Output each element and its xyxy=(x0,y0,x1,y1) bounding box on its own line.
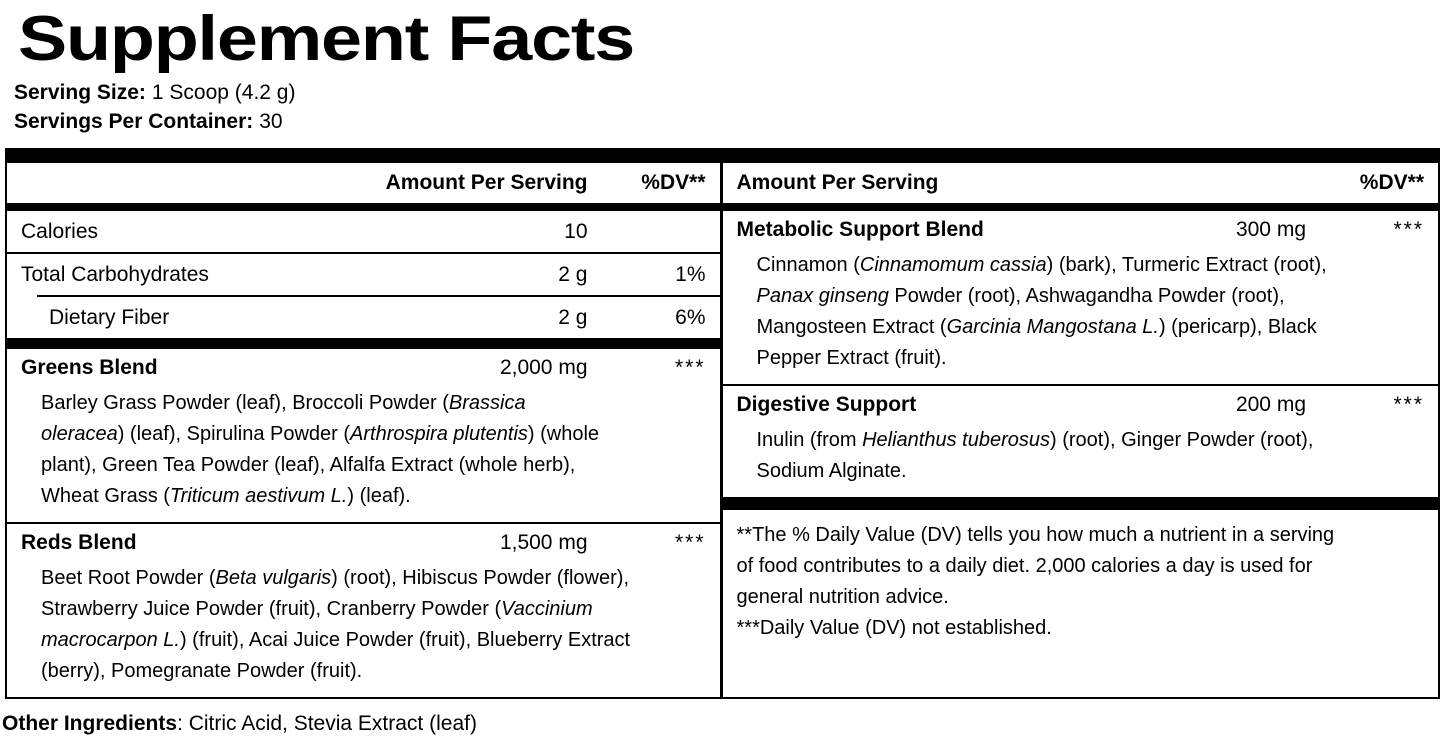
blend-name: Metabolic Support Blend xyxy=(736,218,984,241)
column-headers-row: Amount Per Serving %DV** Amount Per Serv… xyxy=(7,163,1438,203)
nutrient-row-total-carbohydrates: Total Carbohydrates 2 g 1% xyxy=(7,254,720,295)
ingredient-line: Mangosteen Extract (Garcinia Mangostana … xyxy=(756,316,1317,338)
footnote-line: of food contributes to a daily diet. 2,0… xyxy=(736,555,1313,577)
blend-name: Greens Blend xyxy=(21,356,158,379)
ingredient-line: Panax ginseng Powder (root), Ashwagandha… xyxy=(756,285,1285,307)
nutrient-name: Calories xyxy=(21,219,99,243)
blend-reds-blend: Reds Blend 1,500 mg *** Beet Root Powder (B… xyxy=(7,524,720,697)
ingredient-line: Beet Root Powder (Beta vulgaris) (root),… xyxy=(41,567,629,589)
blend-dv-stars: *** xyxy=(1393,218,1424,241)
blend-amount: 300 mg xyxy=(1235,218,1306,241)
blend-heading-row: Metabolic Support Blend 300 mg *** xyxy=(723,211,1439,249)
ingredient-line: macrocarpon L.) (fruit), Acai Juice Powd… xyxy=(41,629,631,651)
right-dv-header: %DV** xyxy=(1359,171,1424,194)
blend-name: Digestive Support xyxy=(736,393,917,416)
nutrients-section: Calories 10 Total Carbohydrates 2 g 1% Dietar… xyxy=(7,211,720,338)
section-divider-bar xyxy=(7,338,720,349)
nutrient-row-dietary-fiber: Dietary Fiber 2 g 6% xyxy=(7,297,720,338)
supplement-facts-title: Supplement Facts xyxy=(18,4,635,74)
blend-heading-row: Digestive Support 200 mg *** xyxy=(723,386,1439,424)
left-blends-section: Greens Blend 2,000 mg *** Barley Grass Powd… xyxy=(7,338,720,697)
ingredient-line: Pepper Extract (fruit). xyxy=(756,347,947,369)
nutrient-row-calories: Calories 10 xyxy=(7,211,720,252)
ingredient-line: oleracea) (leaf), Spirulina Powder (Arth… xyxy=(41,423,600,445)
ingredient-line: Inulin (from Helianthus tuberosus) (root… xyxy=(756,429,1314,451)
servings-per-container-label: Servings Per Container: xyxy=(14,110,254,133)
left-dv-header: %DV** xyxy=(641,171,706,194)
serving-size-value: 1 Scoop (4.2 g) xyxy=(151,81,296,104)
blend-dv-stars: *** xyxy=(1393,393,1424,416)
blend-amount: 2,000 mg xyxy=(499,356,588,379)
ingredient-line: Cinnamon (Cinnamomum cassia) (bark), Tur… xyxy=(756,254,1327,276)
blend-ingredients: Barley Grass Powder (leaf), Broccoli Pow… xyxy=(7,387,720,522)
nutrient-name: Dietary Fiber xyxy=(49,305,170,329)
footnote-daily-value: **The % Daily Value (DV) tells you how m… xyxy=(737,520,1425,613)
footnote-line: ***Daily Value (DV) not established. xyxy=(736,617,1052,639)
other-ingredients-label: Other Ingredients xyxy=(2,712,178,735)
row-separator xyxy=(37,295,720,297)
left-facts-column: Calories 10 Total Carbohydrates 2 g 1% Dietar… xyxy=(7,211,723,697)
servings-per-container-value: 30 xyxy=(259,110,283,133)
blend-metabolic-support-blend: Metabolic Support Blend 300 mg *** Cinnamon… xyxy=(723,211,1439,384)
blend-greens-blend: Greens Blend 2,000 mg *** Barley Grass Powd… xyxy=(7,349,720,522)
servings-per-container-line: Servings Per Container: 30 xyxy=(14,107,1445,136)
nutrient-dv: 6% xyxy=(675,305,706,329)
supplement-facts-panel: Amount Per Serving %DV** Amount Per Serv… xyxy=(5,148,1440,699)
blend-ingredients: Cinnamon (Cinnamomum cassia) (bark), Tur… xyxy=(723,249,1439,384)
blend-dv-stars: *** xyxy=(674,356,706,379)
ingredient-line: (berry), Pomegranate Powder (fruit). xyxy=(41,660,363,682)
nutrient-name: Total Carbohydrates xyxy=(21,262,209,286)
left-column-header: Amount Per Serving %DV** xyxy=(7,163,723,203)
footnote-not-established: ***Daily Value (DV) not established. xyxy=(737,613,1425,644)
label-header: Supplement Facts Serving Size: 1 Scoop (4… xyxy=(0,0,1445,136)
facts-columns: Calories 10 Total Carbohydrates 2 g 1% Dietar… xyxy=(7,211,1438,697)
blend-amount: 1,500 mg xyxy=(499,531,588,554)
nutrient-amount: 2 g xyxy=(558,305,588,329)
blend-ingredients: Inulin (from Helianthus tuberosus) (root… xyxy=(723,424,1439,497)
nutrient-amount: 2 g xyxy=(558,262,588,286)
ingredient-line: Sodium Alginate. xyxy=(756,460,907,482)
header-divider-bar xyxy=(7,203,1438,211)
ingredient-line: plant), Green Tea Powder (leaf), Alfalfa… xyxy=(41,454,576,476)
ingredient-line: Strawberry Juice Powder (fruit), Cranber… xyxy=(41,598,593,620)
blend-heading-row: Greens Blend 2,000 mg *** xyxy=(7,349,720,387)
other-ingredients-value: : Citric Acid, Stevia Extract (leaf) xyxy=(177,712,477,735)
nutrient-amount: 10 xyxy=(564,219,588,243)
right-amount-per-serving-header: Amount Per Serving xyxy=(736,171,939,194)
right-blends-section: Metabolic Support Blend 300 mg *** Cinnamon… xyxy=(722,211,1439,510)
row-separator xyxy=(7,522,720,524)
other-ingredients-line: Other Ingredients: Citric Acid, Stevia E… xyxy=(0,699,1445,739)
serving-size-label: Serving Size: xyxy=(14,81,146,104)
blend-ingredients: Beet Root Powder (Beta vulgaris) (root),… xyxy=(7,562,720,697)
top-divider-bar xyxy=(7,150,1438,163)
row-separator xyxy=(7,252,720,254)
ingredient-line: Barley Grass Powder (leaf), Broccoli Pow… xyxy=(41,392,526,414)
left-amount-per-serving-header: Amount Per Serving xyxy=(385,171,588,194)
blend-amount: 200 mg xyxy=(1235,393,1306,416)
footnotes-section: **The % Daily Value (DV) tells you how m… xyxy=(723,510,1439,652)
blend-dv-stars: *** xyxy=(674,531,706,554)
blend-digestive-support: Digestive Support 200 mg *** Inulin (from H… xyxy=(723,386,1439,497)
ingredient-line: Wheat Grass (Triticum aestivum L.) (leaf… xyxy=(41,485,411,507)
serving-size-line: Serving Size: 1 Scoop (4.2 g) xyxy=(14,78,1445,107)
nutrient-dv: 1% xyxy=(675,262,706,286)
footnote-line: general nutrition advice. xyxy=(736,586,949,608)
section-divider-bar xyxy=(722,497,1438,510)
row-separator xyxy=(722,384,1438,386)
blend-heading-row: Reds Blend 1,500 mg *** xyxy=(7,524,720,562)
right-column-header: Amount Per Serving %DV** xyxy=(723,163,1439,203)
blend-name: Reds Blend xyxy=(21,531,137,554)
footnote-line: **The % Daily Value (DV) tells you how m… xyxy=(736,524,1335,546)
right-facts-column: Metabolic Support Blend 300 mg *** Cinnamon… xyxy=(722,211,1439,697)
